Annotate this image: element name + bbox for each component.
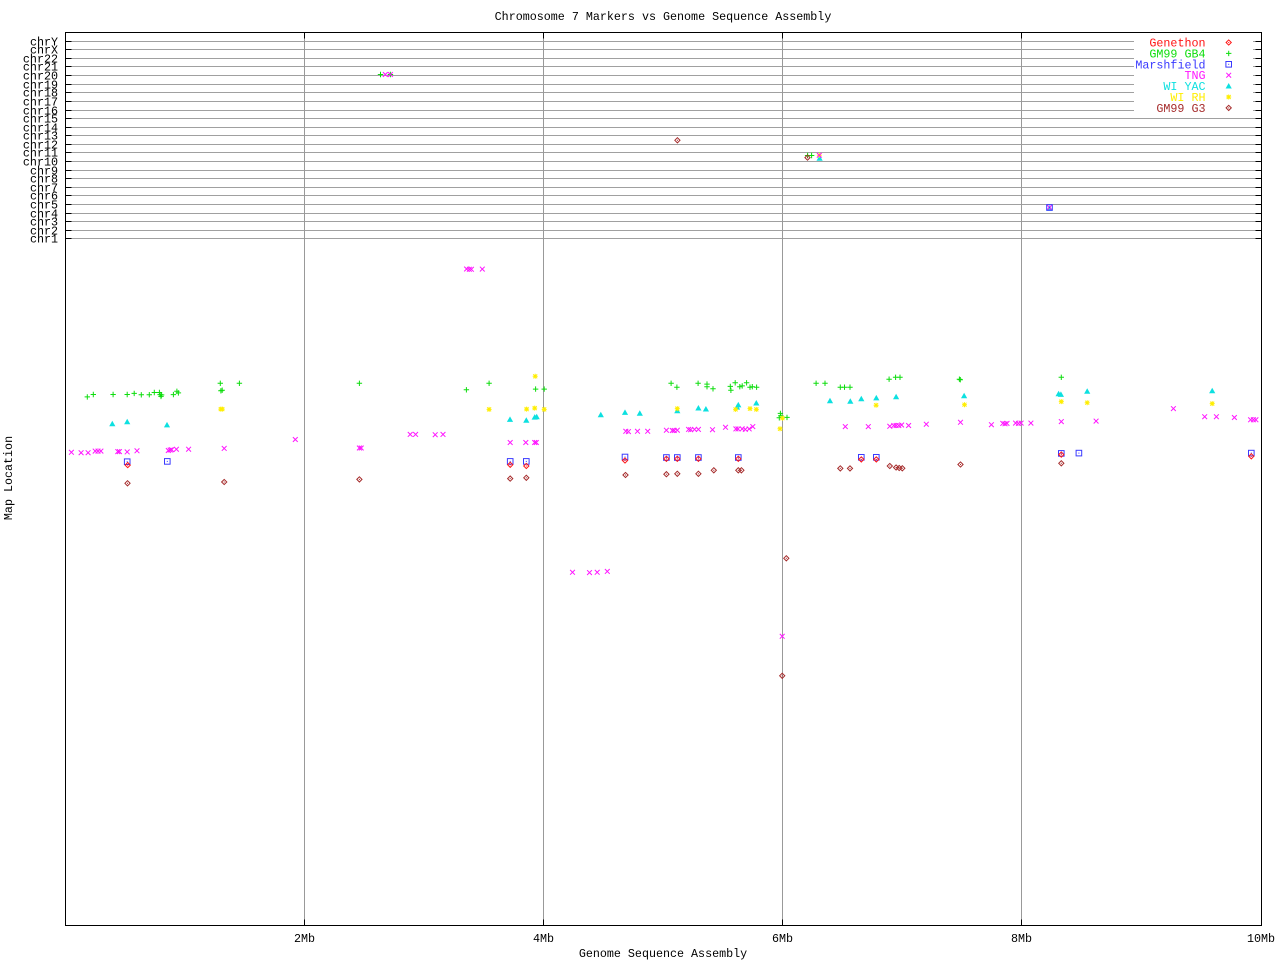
svg-text:Genome Sequence Assembly: Genome Sequence Assembly: [579, 947, 747, 960]
svg-text:chr13: chr13: [23, 130, 58, 144]
svg-text:chr4: chr4: [30, 208, 58, 222]
svg-text:chr3: chr3: [30, 216, 58, 230]
svg-text:GM99 G3: GM99 G3: [1156, 102, 1205, 116]
svg-text:chr8: chr8: [30, 173, 58, 187]
svg-text:chr19: chr19: [23, 79, 58, 93]
svg-text:TNG: TNG: [1184, 69, 1205, 83]
svg-text:WI RH: WI RH: [1170, 91, 1205, 105]
svg-text:Marshfield: Marshfield: [1135, 58, 1205, 72]
svg-text:chr18: chr18: [23, 87, 58, 101]
svg-text:chr9: chr9: [30, 165, 58, 179]
svg-text:chr14: chr14: [23, 122, 58, 136]
svg-text:8Mb: 8Mb: [1011, 932, 1032, 946]
svg-text:10Mb: 10Mb: [1247, 932, 1275, 946]
svg-text:chr15: chr15: [23, 113, 58, 127]
svg-text:GM99 GB4: GM99 GB4: [1149, 47, 1205, 61]
svg-text:Genethon: Genethon: [1149, 37, 1205, 51]
svg-text:chr1: chr1: [30, 233, 58, 247]
svg-text:chr16: chr16: [23, 105, 58, 119]
svg-text:2Mb: 2Mb: [294, 932, 315, 946]
svg-text:chrX: chrX: [30, 44, 58, 58]
svg-text:chr10: chr10: [23, 156, 58, 170]
svg-text:chr2: chr2: [30, 225, 58, 239]
svg-text:chr11: chr11: [23, 147, 58, 161]
svg-text:6Mb: 6Mb: [772, 932, 793, 946]
svg-text:chr22: chr22: [23, 53, 58, 67]
svg-text:chr21: chr21: [23, 61, 58, 75]
svg-text:4Mb: 4Mb: [533, 932, 554, 946]
svg-text:Chromosome 7 Markers vs Genome: Chromosome 7 Markers vs Genome Sequence …: [495, 10, 832, 24]
svg-text:WI YAC: WI YAC: [1163, 80, 1205, 94]
svg-text:chr6: chr6: [30, 190, 58, 204]
svg-text:chrY: chrY: [30, 36, 58, 50]
svg-text:chr5: chr5: [30, 199, 58, 213]
svg-text:chr12: chr12: [23, 139, 58, 153]
svg-text:chr7: chr7: [30, 182, 58, 196]
svg-text:Map Location: Map Location: [2, 436, 16, 520]
svg-text:chr20: chr20: [23, 70, 58, 84]
svg-text:chr17: chr17: [23, 96, 58, 110]
